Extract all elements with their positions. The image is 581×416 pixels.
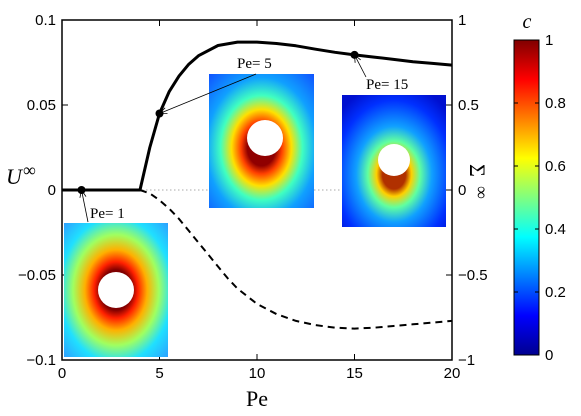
x-tick-label: 10 (249, 365, 266, 382)
y-tick-label: 0.05 (27, 97, 56, 114)
colorbar-label: c (523, 11, 532, 33)
colorbar-tick-label: 1 (545, 32, 553, 49)
y2-tick-label: 0 (458, 182, 466, 199)
label-pe15: Pe= 15 (366, 77, 408, 93)
y2-axis-label: Σ (465, 164, 490, 177)
y-tick-label: −0.05 (18, 267, 56, 284)
annotation-arrowhead (354, 53, 361, 63)
y-axis-label-sup: ∞ (23, 160, 36, 180)
annotation-layer (77, 50, 367, 223)
y2-tick-label: −0.5 (458, 267, 488, 284)
x-tick-label: 5 (155, 365, 163, 382)
series-line-sigma (139, 189, 453, 330)
axes-layer: 0 5 10 15 20 −0.1 −0.05 0 0.05 0.1 −1 −0.5 0 0.5 1 (18, 12, 488, 382)
x-tick-label: 15 (346, 365, 363, 382)
x-tick-label: 20 (444, 365, 461, 382)
colorbar-ticks: 0 0.2 0.4 0.6 0.8 1 (514, 32, 566, 364)
colorbar-tick-label: 0.4 (545, 221, 566, 238)
y2-tick-label: 0.5 (458, 97, 479, 114)
colorbar-tick-label: 0.8 (545, 95, 566, 112)
annotation-arrow (354, 54, 367, 78)
y2-tick-label: 1 (458, 12, 466, 29)
y-tick-label: 0 (48, 182, 56, 199)
label-pe1: Pe= 1 (90, 206, 125, 222)
colorbar-tick-label: 0.2 (545, 284, 566, 301)
annotation-arrowhead (158, 107, 168, 114)
colorbar-tick-label: 0 (545, 347, 553, 364)
x-axis-label: Pe (246, 386, 268, 411)
series-line-u (62, 40, 453, 192)
inset-pe15 (342, 95, 446, 227)
annotation-arrow (159, 73, 257, 114)
annotation-arrowhead (79, 188, 87, 198)
label-pe5: Pe= 5 (237, 56, 272, 72)
y-tick-label: −0.1 (26, 352, 56, 369)
data-layer (62, 40, 453, 330)
inset-pe1 (64, 223, 168, 357)
y-axis-label: U (6, 164, 24, 189)
inset-pe5 (209, 74, 314, 208)
colorbar-tick-label: 0.6 (545, 158, 566, 175)
y2-axis-label-sup: ∞ (472, 186, 492, 199)
x-tick-label: 0 (58, 365, 66, 382)
colorbar (513, 39, 540, 356)
annotation-arrow (81, 189, 89, 223)
y2-tick-label: −1 (458, 352, 475, 369)
y-tick-label: 0.1 (35, 12, 56, 29)
